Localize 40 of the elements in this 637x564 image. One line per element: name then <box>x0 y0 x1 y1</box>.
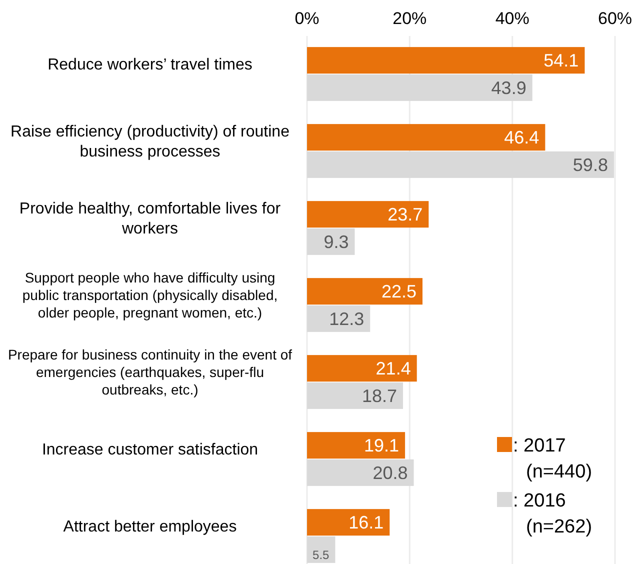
data-label: 5.5 <box>312 548 330 562</box>
x-tick-label: 60% <box>598 9 632 28</box>
x-tick-label: 0% <box>294 9 320 28</box>
bar <box>307 74 532 101</box>
data-label: 18.7 <box>362 386 397 406</box>
y-tick-label: Provide healthy, comfortable lives for workers <box>19 200 282 238</box>
x-tick-label: 40% <box>495 9 530 28</box>
bar <box>307 305 370 332</box>
bar <box>307 432 406 459</box>
bar <box>307 536 336 563</box>
y-tick-label: Prepare for business continuity in the event of emergencies (earthquakes, super-flu outbreaks, etc.) <box>8 346 292 398</box>
y-tick-label: Attract better employees <box>63 518 237 536</box>
data-label: 59.8 <box>572 154 608 175</box>
y-tick-label: Increase customer satisfaction <box>42 442 258 459</box>
data-label: 9.3 <box>324 232 349 252</box>
bar <box>307 355 417 382</box>
bar <box>307 459 414 486</box>
bar <box>307 201 429 228</box>
y-tick-label: Reduce workers’ travel times <box>48 56 252 74</box>
x-tick-label: 20% <box>392 9 427 28</box>
legend-label: : 2016 (n=262) <box>513 490 592 538</box>
data-label: 46.4 <box>504 128 540 148</box>
data-label: 21.4 <box>376 358 411 379</box>
bar <box>307 124 546 151</box>
bar <box>307 151 614 178</box>
legend-label: : 2017 (n=440) <box>513 436 592 483</box>
bar <box>307 382 403 409</box>
bar <box>307 278 422 305</box>
data-label: 22.5 <box>381 282 416 302</box>
y-tick-label: Raise efficiency (productivity) of routine business processes <box>10 124 290 161</box>
data-label: 16.1 <box>348 512 384 533</box>
y-tick-label: Support people who have difficulty using public transportation (physically disabled, older people, pregnant women, etc.) <box>22 269 278 320</box>
data-label: 23.7 <box>388 204 423 225</box>
data-label: 54.1 <box>544 50 579 71</box>
data-label: 43.9 <box>491 78 526 98</box>
data-label: 19.1 <box>364 436 400 456</box>
bar <box>307 509 390 536</box>
data-label: 20.8 <box>372 462 408 483</box>
data-label: 12.3 <box>329 308 364 329</box>
bar <box>307 47 585 74</box>
